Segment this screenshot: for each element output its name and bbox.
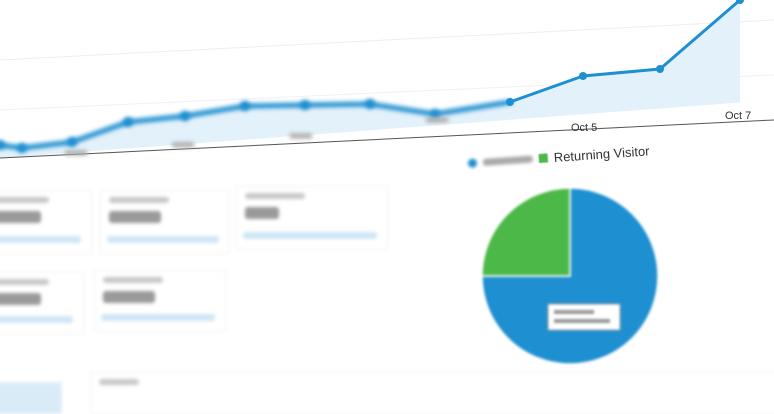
data-point xyxy=(180,111,190,121)
x-tick-label: Oct 7 xyxy=(725,110,751,122)
table-panel xyxy=(90,372,774,414)
data-point xyxy=(17,143,27,153)
line-segment xyxy=(367,101,438,117)
data-point xyxy=(123,117,133,127)
new-visitor-legend-icon xyxy=(467,158,478,168)
metric-card-sessions xyxy=(0,190,92,254)
data-point xyxy=(240,101,250,111)
data-point xyxy=(300,100,310,110)
sessions-line-chart: Oct 5 Oct 7 xyxy=(0,0,774,365)
line-segment xyxy=(69,119,131,145)
x-tick-label-blurred xyxy=(65,150,87,156)
tooltip-text-blurred xyxy=(554,310,594,314)
line-segment xyxy=(302,101,373,108)
data-point xyxy=(656,65,664,73)
line-segment xyxy=(242,102,308,109)
x-tick-label-blurred xyxy=(290,133,312,139)
line-right xyxy=(508,0,742,104)
tooltip-text-blurred xyxy=(554,319,610,323)
x-tick-label-blurred xyxy=(172,142,194,148)
data-point xyxy=(430,109,440,119)
line-segment xyxy=(125,113,188,125)
new-visitor-legend-label xyxy=(482,155,534,166)
pie-tooltip xyxy=(547,303,621,331)
line-segment xyxy=(182,103,248,119)
x-tick-label-blurred xyxy=(426,117,448,123)
line-left-blurred xyxy=(0,99,513,151)
line-segment xyxy=(508,74,585,104)
line-segment xyxy=(19,139,75,151)
area-fill xyxy=(0,0,740,158)
line-segment xyxy=(432,99,513,117)
line-segment xyxy=(581,67,662,78)
data-point xyxy=(67,137,77,147)
data-point xyxy=(736,0,744,4)
returning-visitor-legend-icon xyxy=(538,153,549,164)
metric-card-new-sessions xyxy=(94,270,226,332)
x-tick-label: Oct 5 xyxy=(571,122,597,134)
table-header-cell xyxy=(0,382,62,414)
data-point xyxy=(0,140,5,150)
x-axis xyxy=(0,119,774,159)
data-point xyxy=(506,98,514,106)
line-segment xyxy=(658,0,742,71)
visitor-pie-chart xyxy=(481,187,659,365)
gridline xyxy=(0,19,774,61)
metric-card-users xyxy=(100,190,230,254)
pie-slice xyxy=(481,187,571,277)
data-point xyxy=(365,99,375,109)
metric-card-bounce-rate xyxy=(0,272,84,334)
metric-card-pageviews xyxy=(236,186,388,250)
data-point xyxy=(579,72,587,80)
